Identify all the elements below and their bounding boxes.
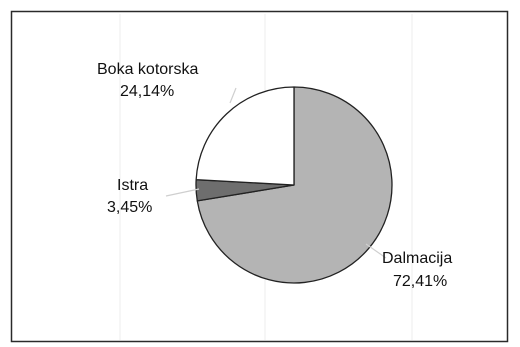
slice-label-istra: Istra: [117, 177, 148, 194]
leader-line-boka-kotorska: [229, 87, 237, 104]
slice-value-boka-kotorska: 24,14%: [120, 83, 174, 100]
leader-line-dalmacija: [365, 243, 387, 259]
pie-slice-boka-kotorska: [195, 86, 295, 186]
slice-value-dalmacija: 72,41%: [393, 273, 447, 290]
slice-label-dalmacija: Dalmacija: [382, 250, 452, 267]
leader-line-istra: [165, 188, 200, 197]
slice-label-boka-kotorska: Boka kotorska: [97, 61, 198, 78]
pie-slices: [195, 86, 393, 284]
slice-value-istra: 3,45%: [107, 199, 152, 216]
